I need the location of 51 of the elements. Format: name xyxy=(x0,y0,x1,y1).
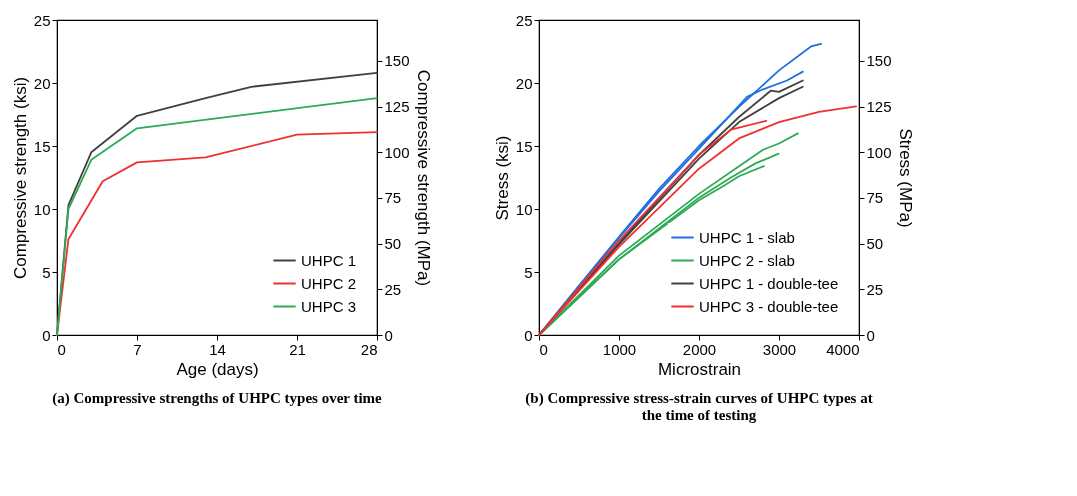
y-tick-label: 25 xyxy=(33,11,51,29)
y2-tick-label: 125 xyxy=(384,98,410,116)
y-tick-label: 15 xyxy=(33,137,51,155)
y2-tick-label: 75 xyxy=(866,189,884,207)
y2-tick-label: 150 xyxy=(384,52,410,70)
y-tick-label: 10 xyxy=(515,200,533,218)
x-tick-label: 1000 xyxy=(602,340,637,358)
y2-tick-label: 50 xyxy=(384,235,402,253)
legend-label: UHPC 3 xyxy=(301,297,357,315)
y-tick-label: 0 xyxy=(524,326,533,344)
y-tick-label: 5 xyxy=(524,263,533,281)
y-axis-title: Compressive strength (ksi) xyxy=(10,76,30,280)
y-tick-label: 5 xyxy=(42,263,51,281)
y-tick-label: 20 xyxy=(33,74,51,92)
x-axis-title: Microstrain xyxy=(657,359,742,379)
x-tick-label: 28 xyxy=(360,340,378,358)
legend-label: UHPC 1 xyxy=(301,251,357,269)
x-tick-label: 2000 xyxy=(682,340,717,358)
x-tick-label: 3000 xyxy=(762,340,797,358)
y-tick-label: 20 xyxy=(515,74,533,92)
legend-label: UHPC 1 - slab xyxy=(699,228,795,246)
y2-tick-label: 150 xyxy=(866,52,892,70)
y2-tick-label: 0 xyxy=(384,326,393,344)
legend-label: UHPC 3 - double-tee xyxy=(699,297,839,315)
x-tick-label: 14 xyxy=(209,340,226,358)
y2-tick-label: 25 xyxy=(866,280,884,298)
x-tick-label: 7 xyxy=(133,340,142,358)
y2-tick-label: 50 xyxy=(866,235,884,253)
x-tick-label: 0 xyxy=(57,340,66,358)
x-tick-label: 4000 xyxy=(826,340,860,358)
legend-label: UHPC 2 xyxy=(301,274,357,292)
legend-label: UHPC 2 - slab xyxy=(699,251,795,269)
y2-tick-label: 0 xyxy=(866,326,875,344)
y2-tick-label: 100 xyxy=(384,143,410,161)
y2-tick-label: 75 xyxy=(384,189,402,207)
text: (a) Compressive strengths of UHPC types over time xyxy=(52,390,383,407)
y-tick-label: 15 xyxy=(515,137,533,155)
x-tick-label: 0 xyxy=(539,340,548,358)
text: (b) Compressive stress-strain curves of UHPC types at the time of testing xyxy=(525,390,873,423)
x-tick-label: 21 xyxy=(289,340,306,358)
y2-tick-label: 25 xyxy=(384,280,402,298)
y2-axis-title: Compressive strength (MPa) xyxy=(413,69,433,287)
y-tick-label: 0 xyxy=(42,326,51,344)
x-axis-title: Age (days) xyxy=(176,359,259,379)
legend-label: UHPC 1 - double-tee xyxy=(699,274,839,292)
y2-tick-label: 125 xyxy=(866,98,892,116)
y-tick-label: 25 xyxy=(515,11,533,29)
y2-axis-title: Stress (MPa) xyxy=(895,128,915,228)
y-axis-title: Stress (ksi) xyxy=(492,135,512,221)
y-tick-label: 10 xyxy=(33,200,51,218)
y2-tick-label: 100 xyxy=(866,143,892,161)
